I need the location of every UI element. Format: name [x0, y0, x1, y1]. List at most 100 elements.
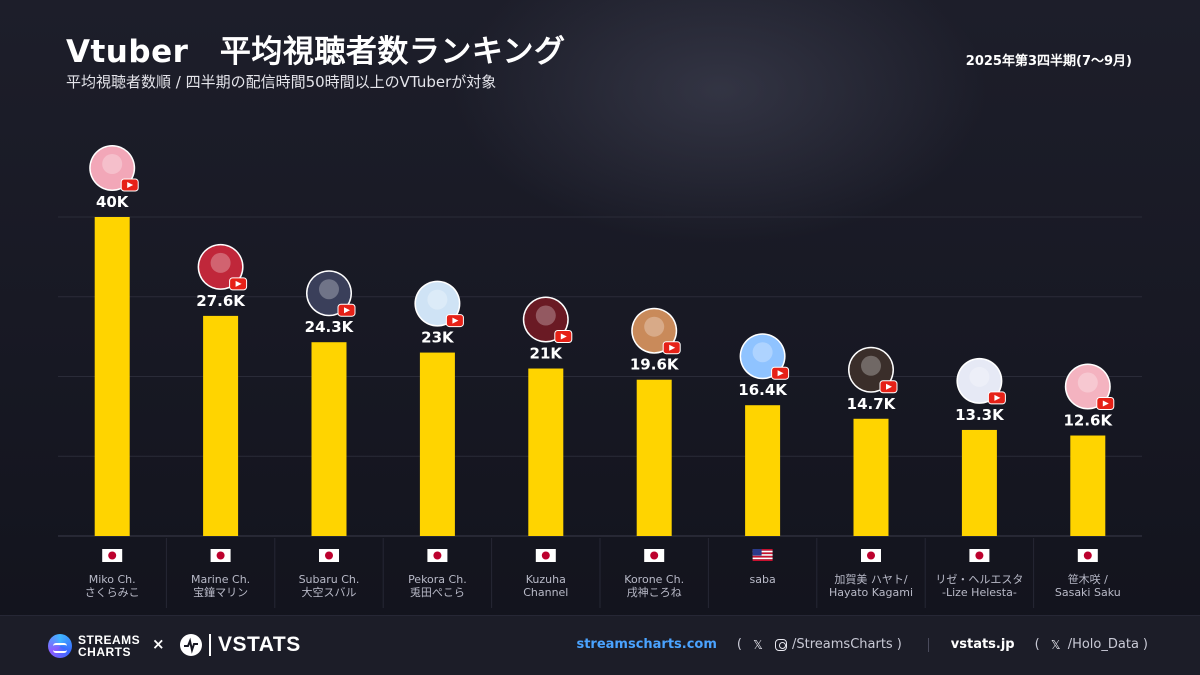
- streamscharts-logo[interactable]: STREAMS CHARTS: [48, 634, 140, 658]
- youtube-play: [344, 307, 350, 314]
- flag-sun: [108, 551, 117, 560]
- vstats-handle[interactable]: /Holo_Data: [1067, 637, 1139, 652]
- data-label: 21K: [530, 345, 564, 363]
- data-label: 12.6K: [1063, 412, 1113, 430]
- category-label: 笹木咲 / Sasaki Saku: [1033, 573, 1143, 599]
- category-label-line: 宝鐘マリン: [193, 586, 249, 599]
- avatar-face: [319, 279, 339, 300]
- data-label: 27.6K: [196, 292, 246, 310]
- youtube-icon: [1096, 397, 1115, 411]
- avatar-face: [644, 316, 665, 337]
- bar: [853, 418, 889, 536]
- paren-close: ): [896, 637, 902, 652]
- x-icon-2[interactable]: 𝕏: [1050, 637, 1061, 652]
- category-label: Miko Ch. さくらみこ: [57, 573, 167, 599]
- times-symbol: ×: [152, 635, 165, 653]
- avatar-face: [427, 289, 448, 310]
- logo-line-2: CHARTS: [78, 645, 131, 659]
- avatar-face: [210, 252, 231, 273]
- instagram-icon[interactable]: [775, 638, 787, 651]
- data-label: 40K: [96, 193, 130, 211]
- youtube-icon: [879, 380, 898, 394]
- category-label-line: Pekora Ch.: [408, 573, 467, 586]
- flag-stripe: [752, 559, 773, 561]
- category-label-line: Kuzuha: [525, 573, 566, 586]
- category-label: Pekora Ch. 兎田ぺこら: [382, 573, 492, 599]
- data-label: 24.3K: [305, 318, 355, 336]
- vstats-link[interactable]: vstats.jp: [950, 637, 1015, 652]
- logo-separator: [209, 634, 211, 656]
- category-label: Marine Ch. 宝鐘マリン: [166, 573, 276, 599]
- vstats-logo-icon: [180, 634, 202, 656]
- us-flag-icon: [752, 549, 773, 561]
- category-label: Subaru Ch. 大空スバル: [274, 573, 384, 599]
- youtube-icon: [445, 314, 464, 328]
- category-label-line: リゼ・ヘルエスタ: [935, 573, 1024, 586]
- flag-stripe: [752, 549, 773, 551]
- avatar-face: [969, 366, 990, 387]
- flag-sun: [1083, 551, 1092, 560]
- avatar-face: [535, 305, 556, 326]
- japan-flag-icon: [210, 549, 231, 562]
- flag-sun: [216, 551, 225, 560]
- japan-flag-icon: [535, 549, 556, 562]
- flag-sun: [867, 551, 875, 560]
- page-title: Vtuber 平均視聴者数ランキング: [66, 34, 566, 70]
- paren-open: (: [736, 637, 742, 652]
- avatar-face: [1077, 372, 1098, 393]
- flag-stripe: [752, 555, 773, 558]
- category-label-line: さくらみこ: [84, 586, 140, 599]
- japan-flag-icon: [102, 549, 123, 562]
- x-icon[interactable]: 𝕏: [753, 637, 763, 652]
- data-label: 13.3K: [955, 406, 1005, 424]
- footer-links: streamscharts.com ( 𝕏 /StreamsCharts ) v…: [576, 637, 1152, 652]
- category-label-line: 大空スバル: [301, 586, 357, 599]
- page-subtitle: 平均視聴者数順 / 四半期の配信時間50時間以上のVTuberが対象: [66, 73, 497, 91]
- category-label-line: Subaru Ch.: [298, 573, 360, 586]
- bar: [311, 342, 347, 536]
- bar: [961, 429, 997, 536]
- bar: [528, 368, 564, 536]
- flag-stripe: [752, 557, 773, 560]
- footer: STREAMS CHARTS × VSTATS streamscharts.co…: [0, 615, 1200, 675]
- footer-divider: [927, 637, 929, 652]
- japan-flag-icon: [969, 549, 990, 562]
- avatar-face: [861, 355, 881, 376]
- streamscharts-link[interactable]: streamscharts.com: [576, 637, 717, 652]
- period-label: 2025年第3四半期(7〜9月): [965, 54, 1132, 69]
- category-label: Kuzuha Channel: [491, 573, 601, 599]
- youtube-play: [777, 370, 784, 377]
- category-label-line: Korone Ch.: [624, 573, 685, 586]
- logo-line-1: STREAMS: [78, 633, 141, 647]
- bar: [419, 352, 455, 536]
- bar: [745, 405, 781, 536]
- category-label-line: Channel: [523, 586, 569, 599]
- streamscharts-handle[interactable]: /StreamsCharts: [792, 637, 893, 652]
- youtube-play: [127, 182, 134, 188]
- category-label: リゼ・ヘルエスタ -Lize Helesta-: [924, 573, 1034, 599]
- flag-sun: [541, 551, 550, 560]
- category-label-line: Marine Ch.: [190, 573, 251, 586]
- youtube-play: [235, 280, 242, 287]
- category-label-line: -Lize Helesta-: [941, 586, 1017, 599]
- paren-open-2: (: [1034, 637, 1040, 652]
- youtube-play: [452, 317, 459, 324]
- category-label: 加賀美 ハヤト/Hayato Kagami: [816, 573, 926, 599]
- youtube-play: [560, 333, 567, 340]
- vstats-logo[interactable]: VSTATS: [180, 633, 301, 657]
- bar: [203, 315, 239, 536]
- youtube-play: [886, 383, 892, 390]
- avatar-face: [102, 154, 123, 174]
- japan-flag-icon: [427, 549, 448, 562]
- bar: [94, 217, 130, 536]
- flag-sun: [975, 551, 984, 560]
- category-label-line: 笹木咲 /: [1067, 573, 1108, 586]
- flag-sun: [433, 551, 442, 560]
- japan-flag-icon: [1077, 549, 1098, 562]
- flag-stripe: [752, 554, 773, 556]
- youtube-play: [1102, 400, 1109, 407]
- data-label: 23K: [421, 329, 455, 347]
- flag-sun: [325, 551, 333, 560]
- category-label: Korone Ch. 戌神ころね: [599, 573, 709, 599]
- flag-stripe: [752, 550, 773, 553]
